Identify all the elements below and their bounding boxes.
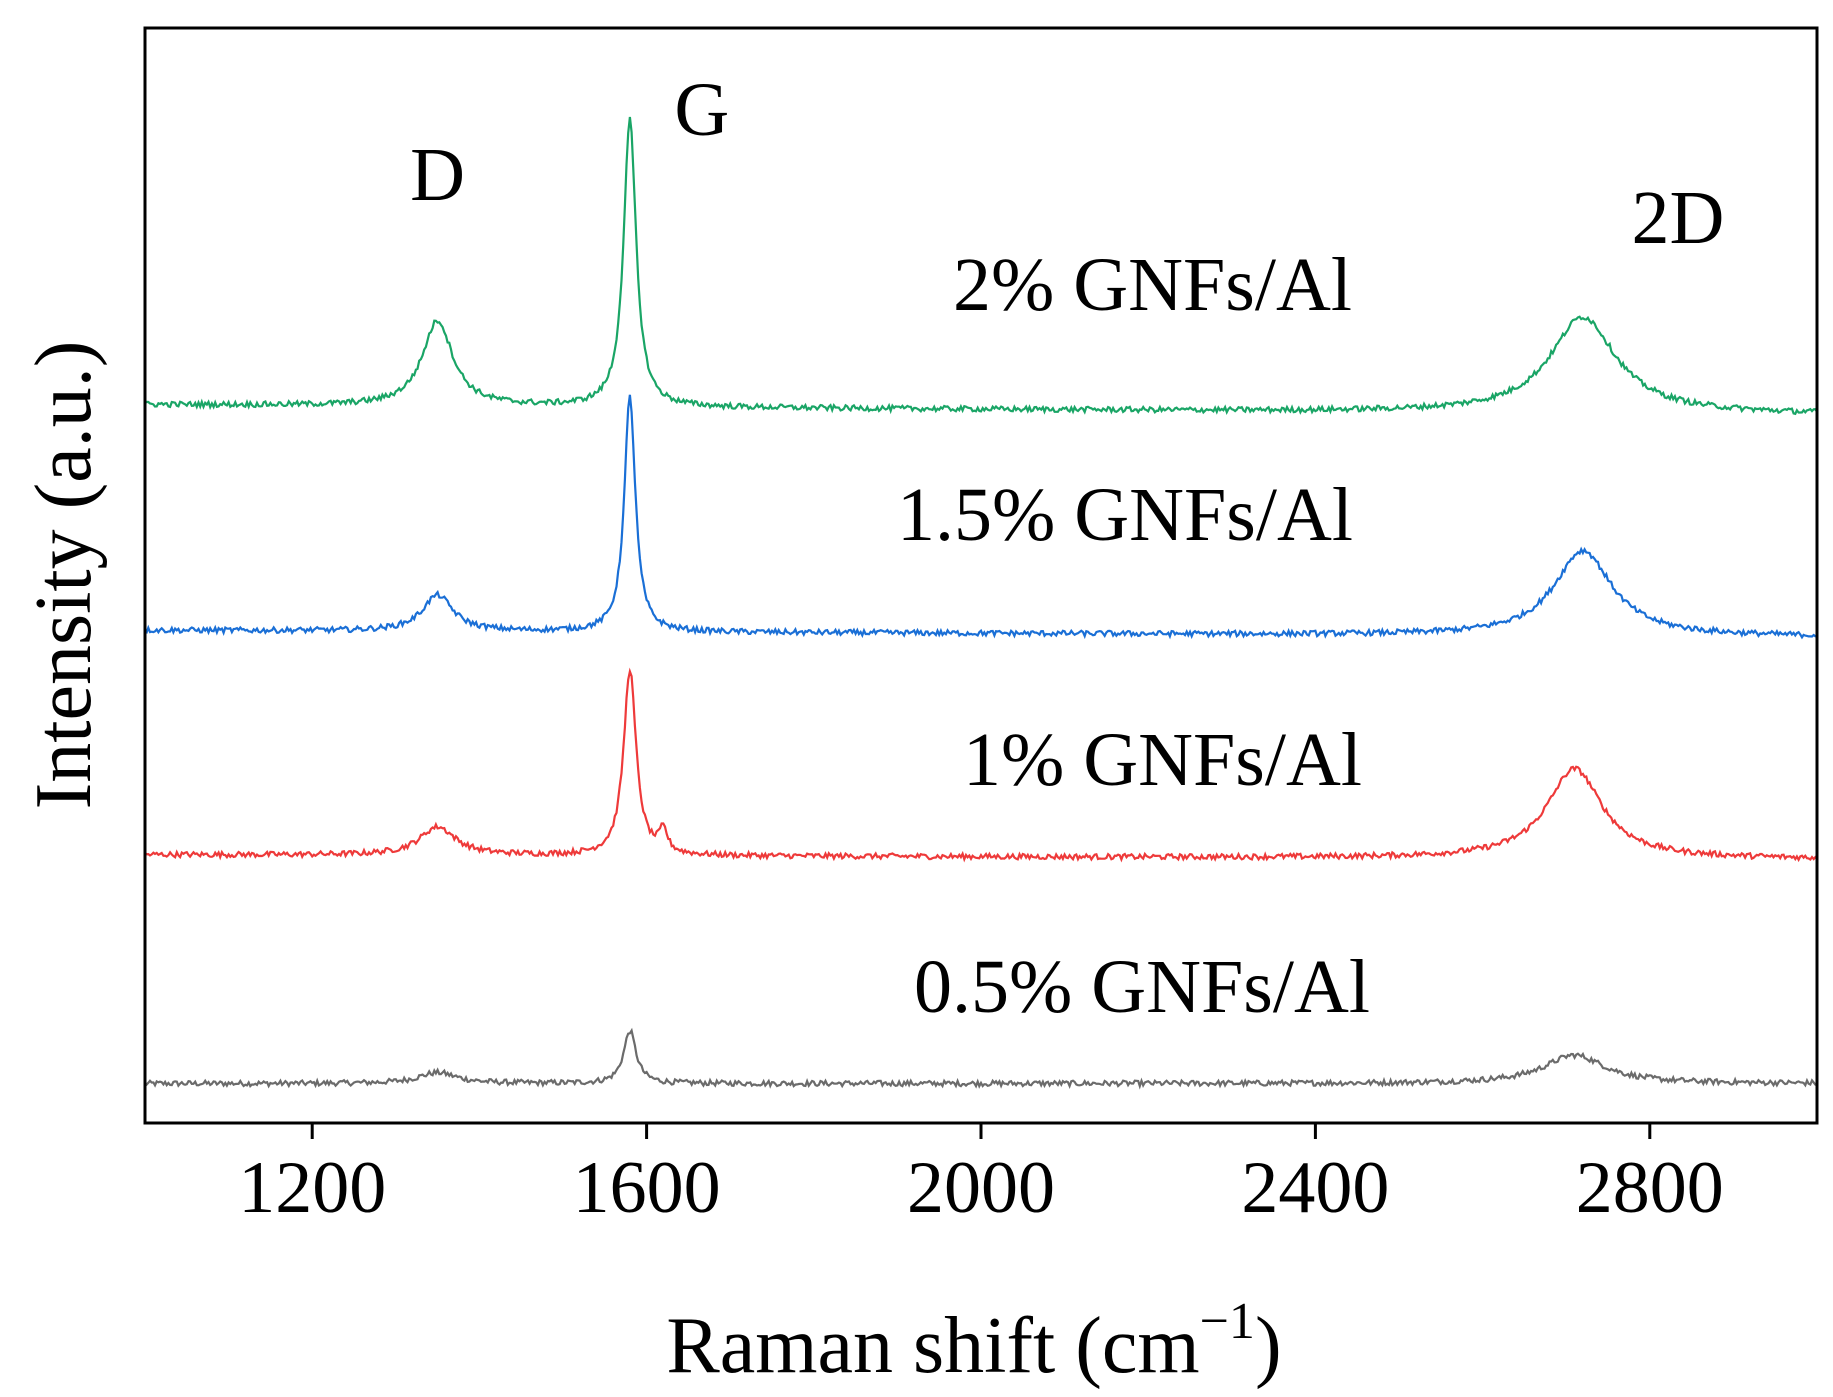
series-line-0 [144,1027,1818,1090]
series-label-0: 0.5% GNFs/Al [914,945,1370,1029]
series-labels: 0.5% GNFs/Al 1% GNFs/Al 1.5% GNFs/Al 2% GNF… [897,243,1370,1029]
x-axis-label-exponent: −1 [1200,1293,1255,1350]
x-axis-label: Raman shift (cm−1) [666,1293,1281,1390]
series-line-1 [144,667,1818,863]
x-tick-label-2400: 2400 [1241,1147,1389,1229]
y-axis-label: Intensity (a.u.) [20,341,108,810]
x-tick-label-1600: 1600 [573,1147,721,1229]
x-tick-label-2800: 2800 [1576,1147,1724,1229]
peak-label-g: G [674,68,729,152]
series-label-3: 2% GNFs/Al [953,243,1352,327]
x-tick-label-1200: 1200 [238,1147,386,1229]
series-line-3 [144,116,1818,416]
x-axis-label-main: Raman shift (cm [666,1302,1199,1390]
x-axis-label-close: ) [1255,1302,1282,1390]
x-axis-ticks [310,1123,1652,1139]
x-tick-label-2000: 2000 [907,1147,1055,1229]
x-axis-tick-labels: 1200 1600 2000 2400 2800 [238,1147,1724,1229]
peak-labels: D G 2D [410,68,1724,260]
series-lines [144,116,1818,1090]
series-label-1: 1% GNFs/Al [963,718,1362,802]
peak-label-2d: 2D [1631,176,1724,260]
series-line-2 [144,394,1818,640]
series-label-2: 1.5% GNFs/Al [897,473,1353,557]
peak-label-d: D [410,133,465,217]
